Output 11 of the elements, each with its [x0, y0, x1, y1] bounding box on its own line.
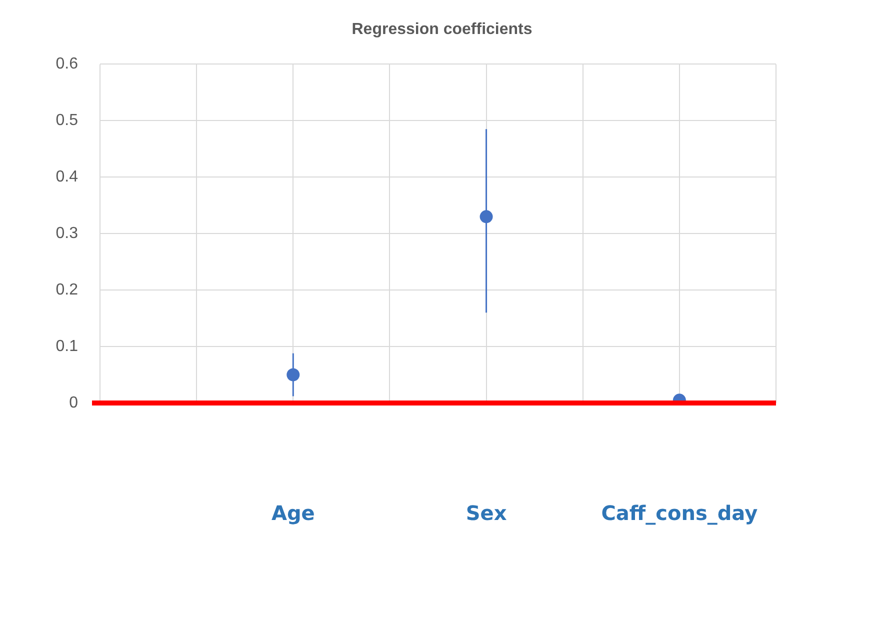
- chart-title: Regression coefficients: [352, 21, 532, 38]
- y-tick-label: 0.2: [56, 281, 78, 298]
- y-tick-label: 0: [69, 394, 78, 412]
- y-tick-label: 0.5: [56, 112, 78, 130]
- y-tick-label: 0.3: [56, 225, 78, 242]
- x-tick-label: Sex: [466, 501, 507, 526]
- x-tick-label: Caff_cons_day: [601, 501, 758, 526]
- y-tick-label: 0.1: [56, 338, 78, 355]
- x-tick-label: Age: [271, 501, 315, 526]
- y-tick-label: 0.4: [56, 168, 78, 186]
- y-tick-label: 0.6: [56, 56, 78, 73]
